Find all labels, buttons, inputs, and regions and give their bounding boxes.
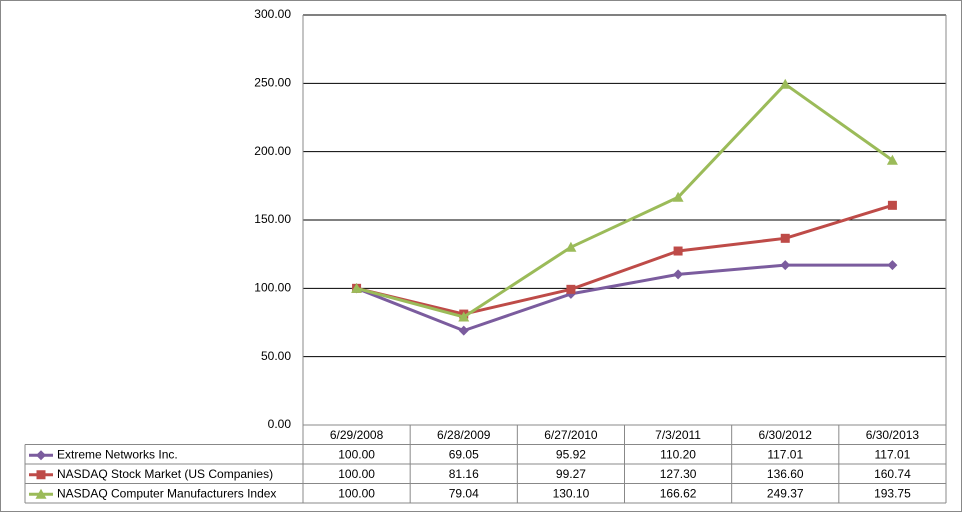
- point: [779, 78, 791, 89]
- table-value: 127.30: [660, 467, 697, 481]
- table-value: 95.92: [556, 447, 586, 461]
- table-value: 193.75: [874, 486, 911, 500]
- y-tick-label: 100.00: [254, 281, 291, 295]
- x-tick-label: 6/30/2013: [866, 428, 920, 442]
- table-value: 99.27: [556, 467, 586, 481]
- point: [351, 282, 363, 293]
- series-line: [356, 82, 894, 319]
- point: [886, 154, 898, 165]
- point: [780, 233, 790, 243]
- x-tick-label: 6/28/2009: [437, 428, 491, 442]
- point: [566, 284, 576, 294]
- y-tick-label: 150.00: [254, 212, 291, 226]
- table-value: 117.01: [767, 447, 803, 461]
- x-tick-label: 6/30/2012: [759, 428, 813, 442]
- table-value: 166.62: [660, 486, 697, 500]
- y-tick-label: 300.00: [254, 7, 291, 21]
- table-value: 110.20: [660, 447, 696, 461]
- table-value: 136.60: [767, 467, 804, 481]
- point: [887, 200, 897, 210]
- table-value: 81.16: [449, 467, 479, 481]
- table-value: 69.05: [449, 447, 479, 461]
- point: [673, 246, 683, 256]
- y-tick-label: 250.00: [254, 76, 291, 90]
- table-value: 117.01: [875, 447, 911, 461]
- point: [458, 325, 469, 336]
- series-line: [356, 263, 893, 333]
- table-value: 100.00: [338, 467, 375, 481]
- x-tick-label: 7/3/2011: [655, 428, 701, 442]
- x-tick-label: 6/29/2008: [330, 428, 384, 442]
- point: [672, 191, 684, 202]
- table-value: 79.04: [449, 486, 479, 500]
- table-value: 100.00: [338, 447, 375, 461]
- table-value: 130.10: [553, 486, 590, 500]
- point: [458, 311, 470, 322]
- y-tick-label: 50.00: [261, 349, 291, 363]
- point: [780, 260, 791, 271]
- point: [673, 269, 684, 280]
- y-tick-label: 200.00: [254, 144, 291, 158]
- point: [887, 260, 898, 271]
- table-value: 160.74: [874, 467, 911, 481]
- table-value: 100.00: [338, 486, 375, 500]
- y-tick-label: 0.00: [268, 417, 292, 431]
- series-line: [356, 203, 893, 316]
- point: [565, 241, 577, 252]
- legend-marker: [36, 470, 46, 480]
- x-tick-label: 6/27/2010: [544, 428, 598, 442]
- legend-label: NASDAQ Stock Market (US Companies): [57, 467, 273, 481]
- legend-marker: [35, 488, 47, 499]
- legend-label: Extreme Networks Inc.: [57, 447, 178, 461]
- table-value: 249.37: [767, 486, 804, 500]
- legend-marker: [36, 450, 46, 461]
- legend-label: NASDAQ Computer Manufacturers Index: [57, 486, 276, 500]
